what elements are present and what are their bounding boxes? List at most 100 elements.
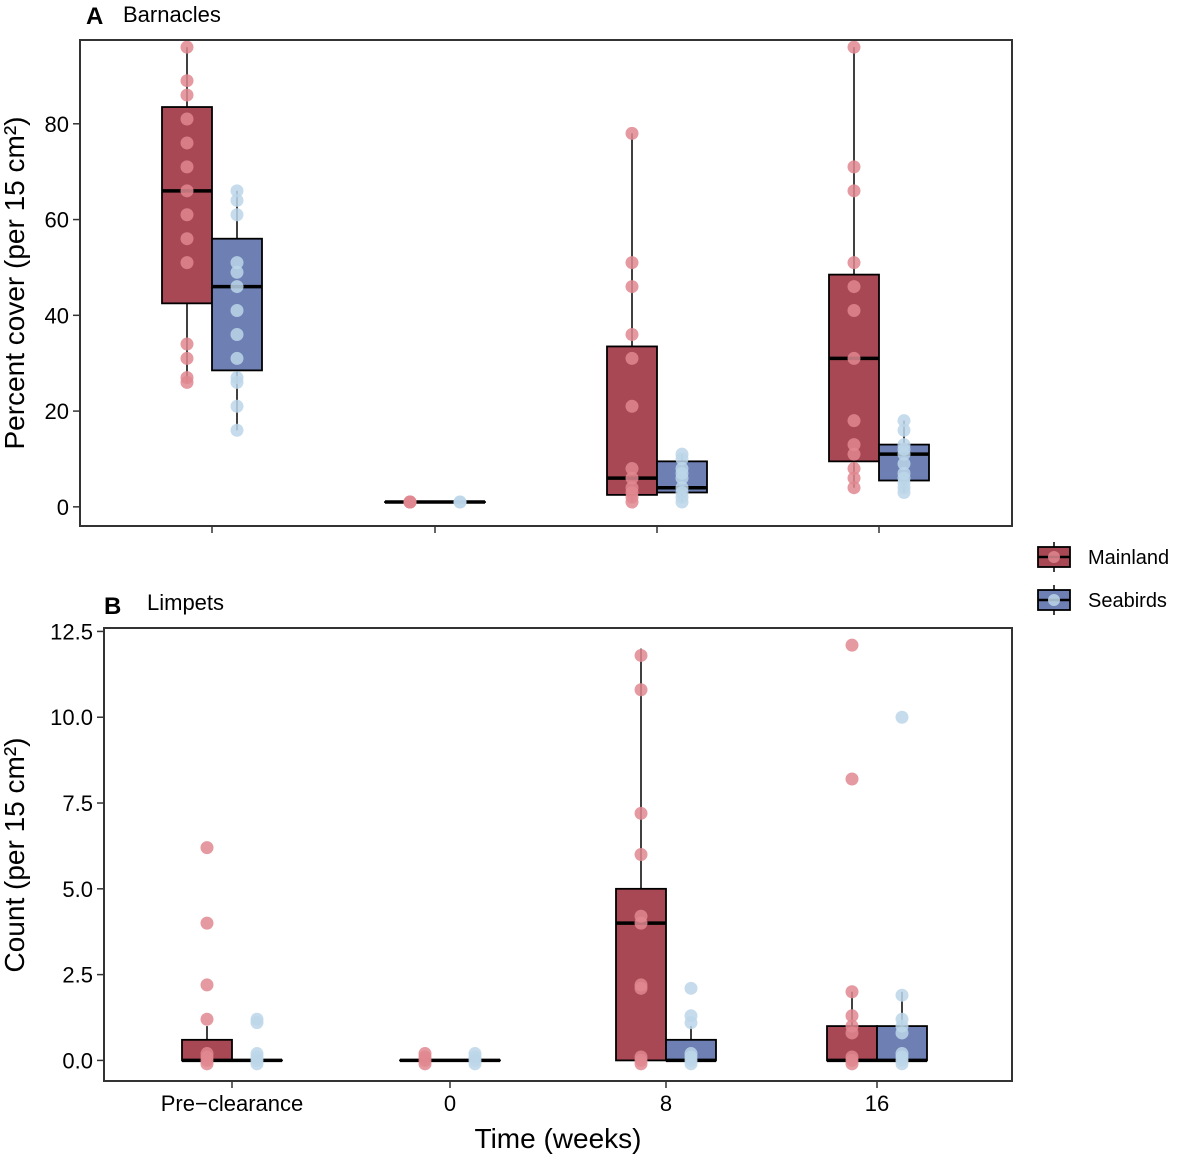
- mainland-data-point: [181, 208, 194, 221]
- mainland-data-point: [848, 352, 861, 365]
- mainland-data-point: [181, 113, 194, 126]
- mainland-data-point: [626, 328, 639, 341]
- mainland-data-point: [201, 841, 214, 854]
- y-tick-label: 0.0: [62, 1048, 93, 1073]
- seabirds-data-point: [896, 1057, 909, 1070]
- mainland-data-point: [848, 448, 861, 461]
- mainland-data-point: [626, 496, 639, 509]
- seabirds-data-point: [231, 194, 244, 207]
- mainland-data-point: [626, 280, 639, 293]
- mainland-data-point: [181, 338, 194, 351]
- seabirds-data-point: [896, 1026, 909, 1039]
- mainland-data-point: [848, 41, 861, 54]
- mainland-box: [829, 275, 879, 462]
- seabirds-data-point: [231, 400, 244, 413]
- mainland-data-point: [181, 352, 194, 365]
- legend: Mainland Seabirds: [1038, 542, 1169, 615]
- mainland-data-point: [848, 481, 861, 494]
- mainland-data-point: [635, 649, 648, 662]
- mainland-data-point: [181, 74, 194, 87]
- panel-b-letter: B: [104, 593, 121, 620]
- mainland-data-point: [626, 352, 639, 365]
- mainland-data-point: [181, 160, 194, 173]
- mainland-data-point: [181, 376, 194, 389]
- panel-b-y-axis-title: Count (per 15 cm²): [0, 738, 30, 973]
- mainland-data-point: [635, 807, 648, 820]
- seabirds-data-point: [685, 982, 698, 995]
- mainland-data-point: [846, 985, 859, 998]
- seabirds-data-point: [898, 486, 911, 499]
- seabirds-data-point: [685, 1057, 698, 1070]
- mainland-data-point: [846, 639, 859, 652]
- mainland-data-point: [848, 160, 861, 173]
- mainland-data-point: [635, 917, 648, 930]
- mainland-data-point: [181, 41, 194, 54]
- seabirds-data-point: [231, 376, 244, 389]
- mainland-data-point: [626, 400, 639, 413]
- y-tick-label: 0: [57, 495, 69, 520]
- seabirds-data-point: [898, 424, 911, 437]
- mainland-data-point: [848, 184, 861, 197]
- seabirds-data-point: [251, 1057, 264, 1070]
- mainland-data-point: [848, 304, 861, 317]
- mainland-data-point: [201, 1057, 214, 1070]
- mainland-data-point: [181, 184, 194, 197]
- seabirds-data-point: [231, 266, 244, 279]
- mainland-data-point: [846, 1026, 859, 1039]
- seabirds-data-point: [251, 1016, 264, 1029]
- mainland-data-point: [846, 773, 859, 786]
- seabirds-data-point: [231, 328, 244, 341]
- mainland-data-point: [419, 1057, 432, 1070]
- mainland-data-point: [635, 683, 648, 696]
- x-tick-label: Pre−clearance: [161, 1091, 303, 1116]
- seabirds-data-point: [231, 208, 244, 221]
- seabirds-data-point: [231, 424, 244, 437]
- mainland-data-point: [181, 256, 194, 269]
- panel-a-y-axis-title: Percent cover (per 15 cm²): [0, 117, 30, 450]
- y-tick-label: 40: [45, 303, 69, 328]
- mainland-data-point: [201, 978, 214, 991]
- mainland-data-point: [201, 1013, 214, 1026]
- y-tick-label: 7.5: [62, 791, 93, 816]
- seabirds-data-point: [469, 1057, 482, 1070]
- y-tick-label: 20: [45, 399, 69, 424]
- legend-item-seabirds: Seabirds: [1038, 585, 1167, 615]
- mainland-data-point: [848, 414, 861, 427]
- y-tick-label: 2.5: [62, 963, 93, 988]
- panel-b-frame: [104, 628, 1012, 1081]
- mainland-data-point: [626, 256, 639, 269]
- mainland-data-point: [848, 256, 861, 269]
- panel-a: A Barnacles Percent cover (per 15 cm²) 0…: [0, 2, 1012, 533]
- seabirds-data-point: [685, 1016, 698, 1029]
- mainland-data-point: [201, 917, 214, 930]
- y-tick-label: 10.0: [50, 705, 93, 730]
- legend-mainland-label: Mainland: [1088, 547, 1169, 569]
- panel-a-letter: A: [86, 3, 103, 30]
- seabirds-data-point: [454, 496, 467, 509]
- mainland-data-point: [181, 89, 194, 102]
- mainland-data-point: [846, 1057, 859, 1070]
- panel-b: B Limpets Count (per 15 cm²) 0.0 2.5 5.0 7.…: [0, 590, 1012, 1116]
- mainland-data-point: [626, 127, 639, 140]
- seabirds-data-point: [896, 711, 909, 724]
- y-tick-label: 5.0: [62, 877, 93, 902]
- y-tick-label: 12.5: [50, 619, 93, 644]
- panel-b-title: Limpets: [147, 590, 224, 615]
- mainland-data-point: [181, 136, 194, 149]
- legend-seabirds-label: Seabirds: [1088, 590, 1167, 612]
- y-tick-label: 80: [45, 112, 69, 137]
- x-tick-label: 8: [660, 1091, 672, 1116]
- mainland-data-point: [635, 1057, 648, 1070]
- x-tick-label: 16: [865, 1091, 889, 1116]
- panel-a-title: Barnacles: [123, 2, 221, 27]
- mainland-data-point: [635, 848, 648, 861]
- seabirds-data-point: [896, 989, 909, 1002]
- legend-mainland-point: [1048, 551, 1060, 563]
- seabirds-data-point: [231, 304, 244, 317]
- x-axis-title: Time (weeks): [475, 1123, 642, 1154]
- y-tick-label: 60: [45, 208, 69, 233]
- seabirds-data-point: [676, 496, 689, 509]
- seabirds-data-point: [231, 280, 244, 293]
